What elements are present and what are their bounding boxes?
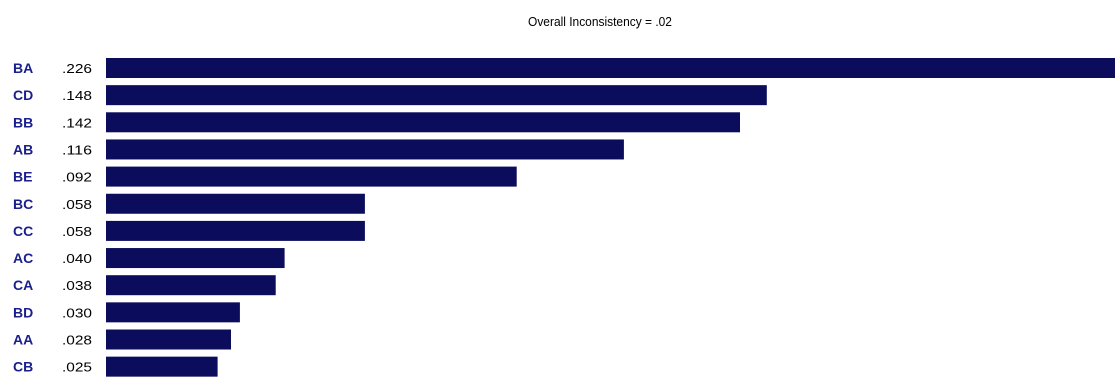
category-label: BA xyxy=(13,60,33,76)
value-label: .058 xyxy=(62,224,92,239)
bar xyxy=(106,329,231,350)
value-label: .148 xyxy=(62,88,92,103)
category-label: CD xyxy=(13,87,33,103)
category-label: BB xyxy=(13,114,33,130)
value-label: .040 xyxy=(62,251,92,266)
category-label: CA xyxy=(13,277,33,293)
chart-title: Overall Inconsistency = .02 xyxy=(528,14,672,29)
category-label: BE xyxy=(13,169,32,185)
bar xyxy=(106,139,624,160)
bar xyxy=(106,193,365,214)
bar xyxy=(106,166,517,187)
bar xyxy=(106,275,276,296)
value-label: .038 xyxy=(62,278,92,293)
bar xyxy=(106,302,240,323)
value-label: .025 xyxy=(62,360,92,375)
value-label: .058 xyxy=(62,197,92,212)
value-label: .030 xyxy=(62,305,92,320)
value-label: .028 xyxy=(62,333,92,348)
category-label: CB xyxy=(13,359,33,375)
bar xyxy=(106,248,285,269)
category-label: BD xyxy=(13,304,33,320)
category-label: AC xyxy=(13,250,33,266)
value-label: .226 xyxy=(62,61,92,76)
category-label: CC xyxy=(13,223,33,239)
value-label: .142 xyxy=(62,115,92,130)
category-label: AA xyxy=(13,332,33,348)
category-label: AB xyxy=(13,141,33,157)
bar xyxy=(106,58,1115,78)
value-label: .116 xyxy=(62,142,92,157)
bar xyxy=(106,112,740,133)
bar xyxy=(106,220,365,241)
bar xyxy=(106,356,218,377)
category-label: BC xyxy=(13,196,33,212)
bar xyxy=(106,85,767,106)
value-label: .092 xyxy=(62,170,92,185)
